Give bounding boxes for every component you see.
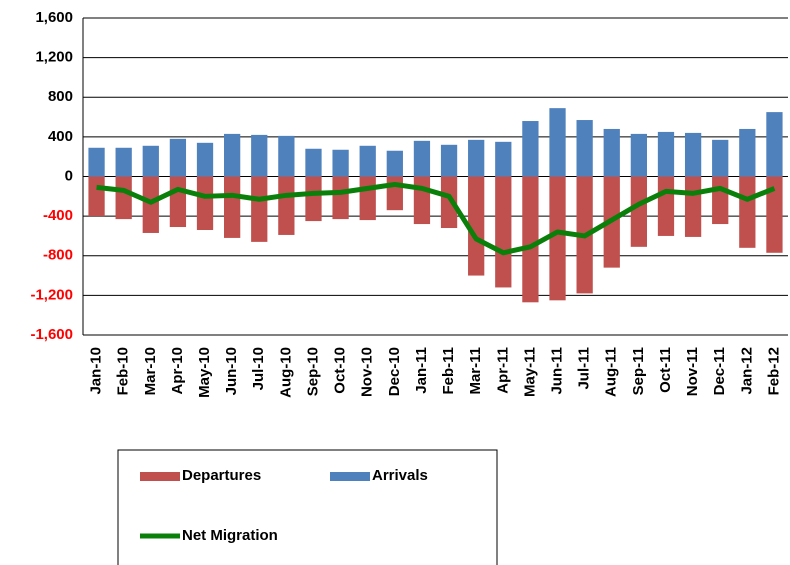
bar <box>712 139 729 177</box>
bar <box>549 176 566 301</box>
bar <box>332 176 349 220</box>
x-tick-label: Aug-11 <box>603 347 620 397</box>
bar <box>142 145 159 177</box>
bar <box>305 148 322 177</box>
bar <box>278 135 295 177</box>
bar <box>196 176 214 230</box>
x-tick-label: Sep-11 <box>630 347 647 395</box>
x-tick-label: Oct-10 <box>332 347 349 394</box>
bar <box>630 133 647 177</box>
x-tick-label: Dec-11 <box>711 347 728 395</box>
bar <box>739 176 756 248</box>
bar <box>251 134 268 177</box>
y-tick-label: 400 <box>48 128 73 145</box>
y-tick-label: 1,200 <box>35 49 73 66</box>
bar <box>224 176 241 238</box>
legend-label: Arrivals <box>372 467 428 484</box>
x-tick-label: Jun-11 <box>548 347 565 395</box>
x-tick-label: Sep-10 <box>304 347 321 396</box>
y-tick-label: 0 <box>65 167 73 184</box>
bar <box>332 149 349 177</box>
bar <box>359 176 376 221</box>
x-tick-label: Feb-12 <box>765 347 782 395</box>
bar <box>630 176 647 247</box>
bar <box>196 142 214 177</box>
bar <box>684 176 702 237</box>
bar <box>495 176 512 288</box>
bar <box>278 176 295 235</box>
y-tick-label: -1,600 <box>30 326 73 343</box>
bar <box>440 176 458 229</box>
bar <box>413 140 431 177</box>
bar <box>549 108 566 177</box>
bar <box>522 121 539 177</box>
legend-swatch <box>140 472 180 481</box>
bar <box>684 132 702 177</box>
x-tick-label: Jan-11 <box>413 347 430 394</box>
x-tick-label: Feb-11 <box>440 347 457 395</box>
bar <box>495 141 512 177</box>
bar <box>88 176 105 217</box>
bar <box>413 176 431 225</box>
y-tick-label: 1,600 <box>35 9 73 26</box>
bar <box>169 138 187 177</box>
x-tick-label: Jan-12 <box>738 347 755 395</box>
bar <box>386 176 403 211</box>
x-tick-label: May-10 <box>196 347 213 398</box>
bar <box>739 128 756 177</box>
x-tick-label: Apr-11 <box>494 347 511 394</box>
x-tick-label: Nov-10 <box>359 347 376 397</box>
bar <box>115 147 132 177</box>
x-tick-label: Aug-10 <box>277 347 294 398</box>
legend-swatch <box>330 472 370 481</box>
bar <box>657 176 675 236</box>
y-tick-label: -800 <box>43 247 73 264</box>
legend-label: Departures <box>182 467 261 484</box>
y-tick-label: -1,200 <box>30 286 73 303</box>
x-tick-label: Jan-10 <box>88 347 105 395</box>
bar <box>522 176 539 303</box>
x-tick-label: Jun-10 <box>223 347 240 395</box>
bar <box>766 112 783 177</box>
bar <box>468 176 485 276</box>
x-tick-label: Nov-11 <box>684 347 701 396</box>
x-tick-label: Mar-10 <box>142 347 159 395</box>
bar <box>440 144 458 177</box>
y-tick-label: 800 <box>48 88 73 105</box>
x-tick-label: Jul-11 <box>576 347 593 390</box>
bar <box>169 176 187 228</box>
bar <box>576 120 593 177</box>
bar <box>88 147 105 177</box>
bar <box>224 133 241 177</box>
bar <box>386 150 403 177</box>
x-tick-label: Mar-11 <box>467 347 484 395</box>
line <box>96 181 776 256</box>
bar <box>251 176 268 242</box>
legend-label: Net Migration <box>182 527 278 544</box>
bar <box>359 145 376 177</box>
x-tick-label: May-11 <box>521 347 538 397</box>
bar <box>766 176 783 253</box>
bar <box>468 139 485 177</box>
x-tick-label: Oct-11 <box>657 347 674 393</box>
bar <box>305 176 322 222</box>
x-tick-label: Apr-10 <box>169 347 186 395</box>
bar <box>712 176 729 225</box>
y-tick-label: -400 <box>43 207 73 224</box>
x-tick-label: Feb-10 <box>115 347 132 395</box>
x-tick-label: Jul-10 <box>250 347 267 390</box>
bar <box>657 131 675 177</box>
x-tick-label: Dec-10 <box>386 347 403 396</box>
legend-box <box>117 449 498 565</box>
bar <box>115 176 132 220</box>
bar <box>603 128 620 177</box>
